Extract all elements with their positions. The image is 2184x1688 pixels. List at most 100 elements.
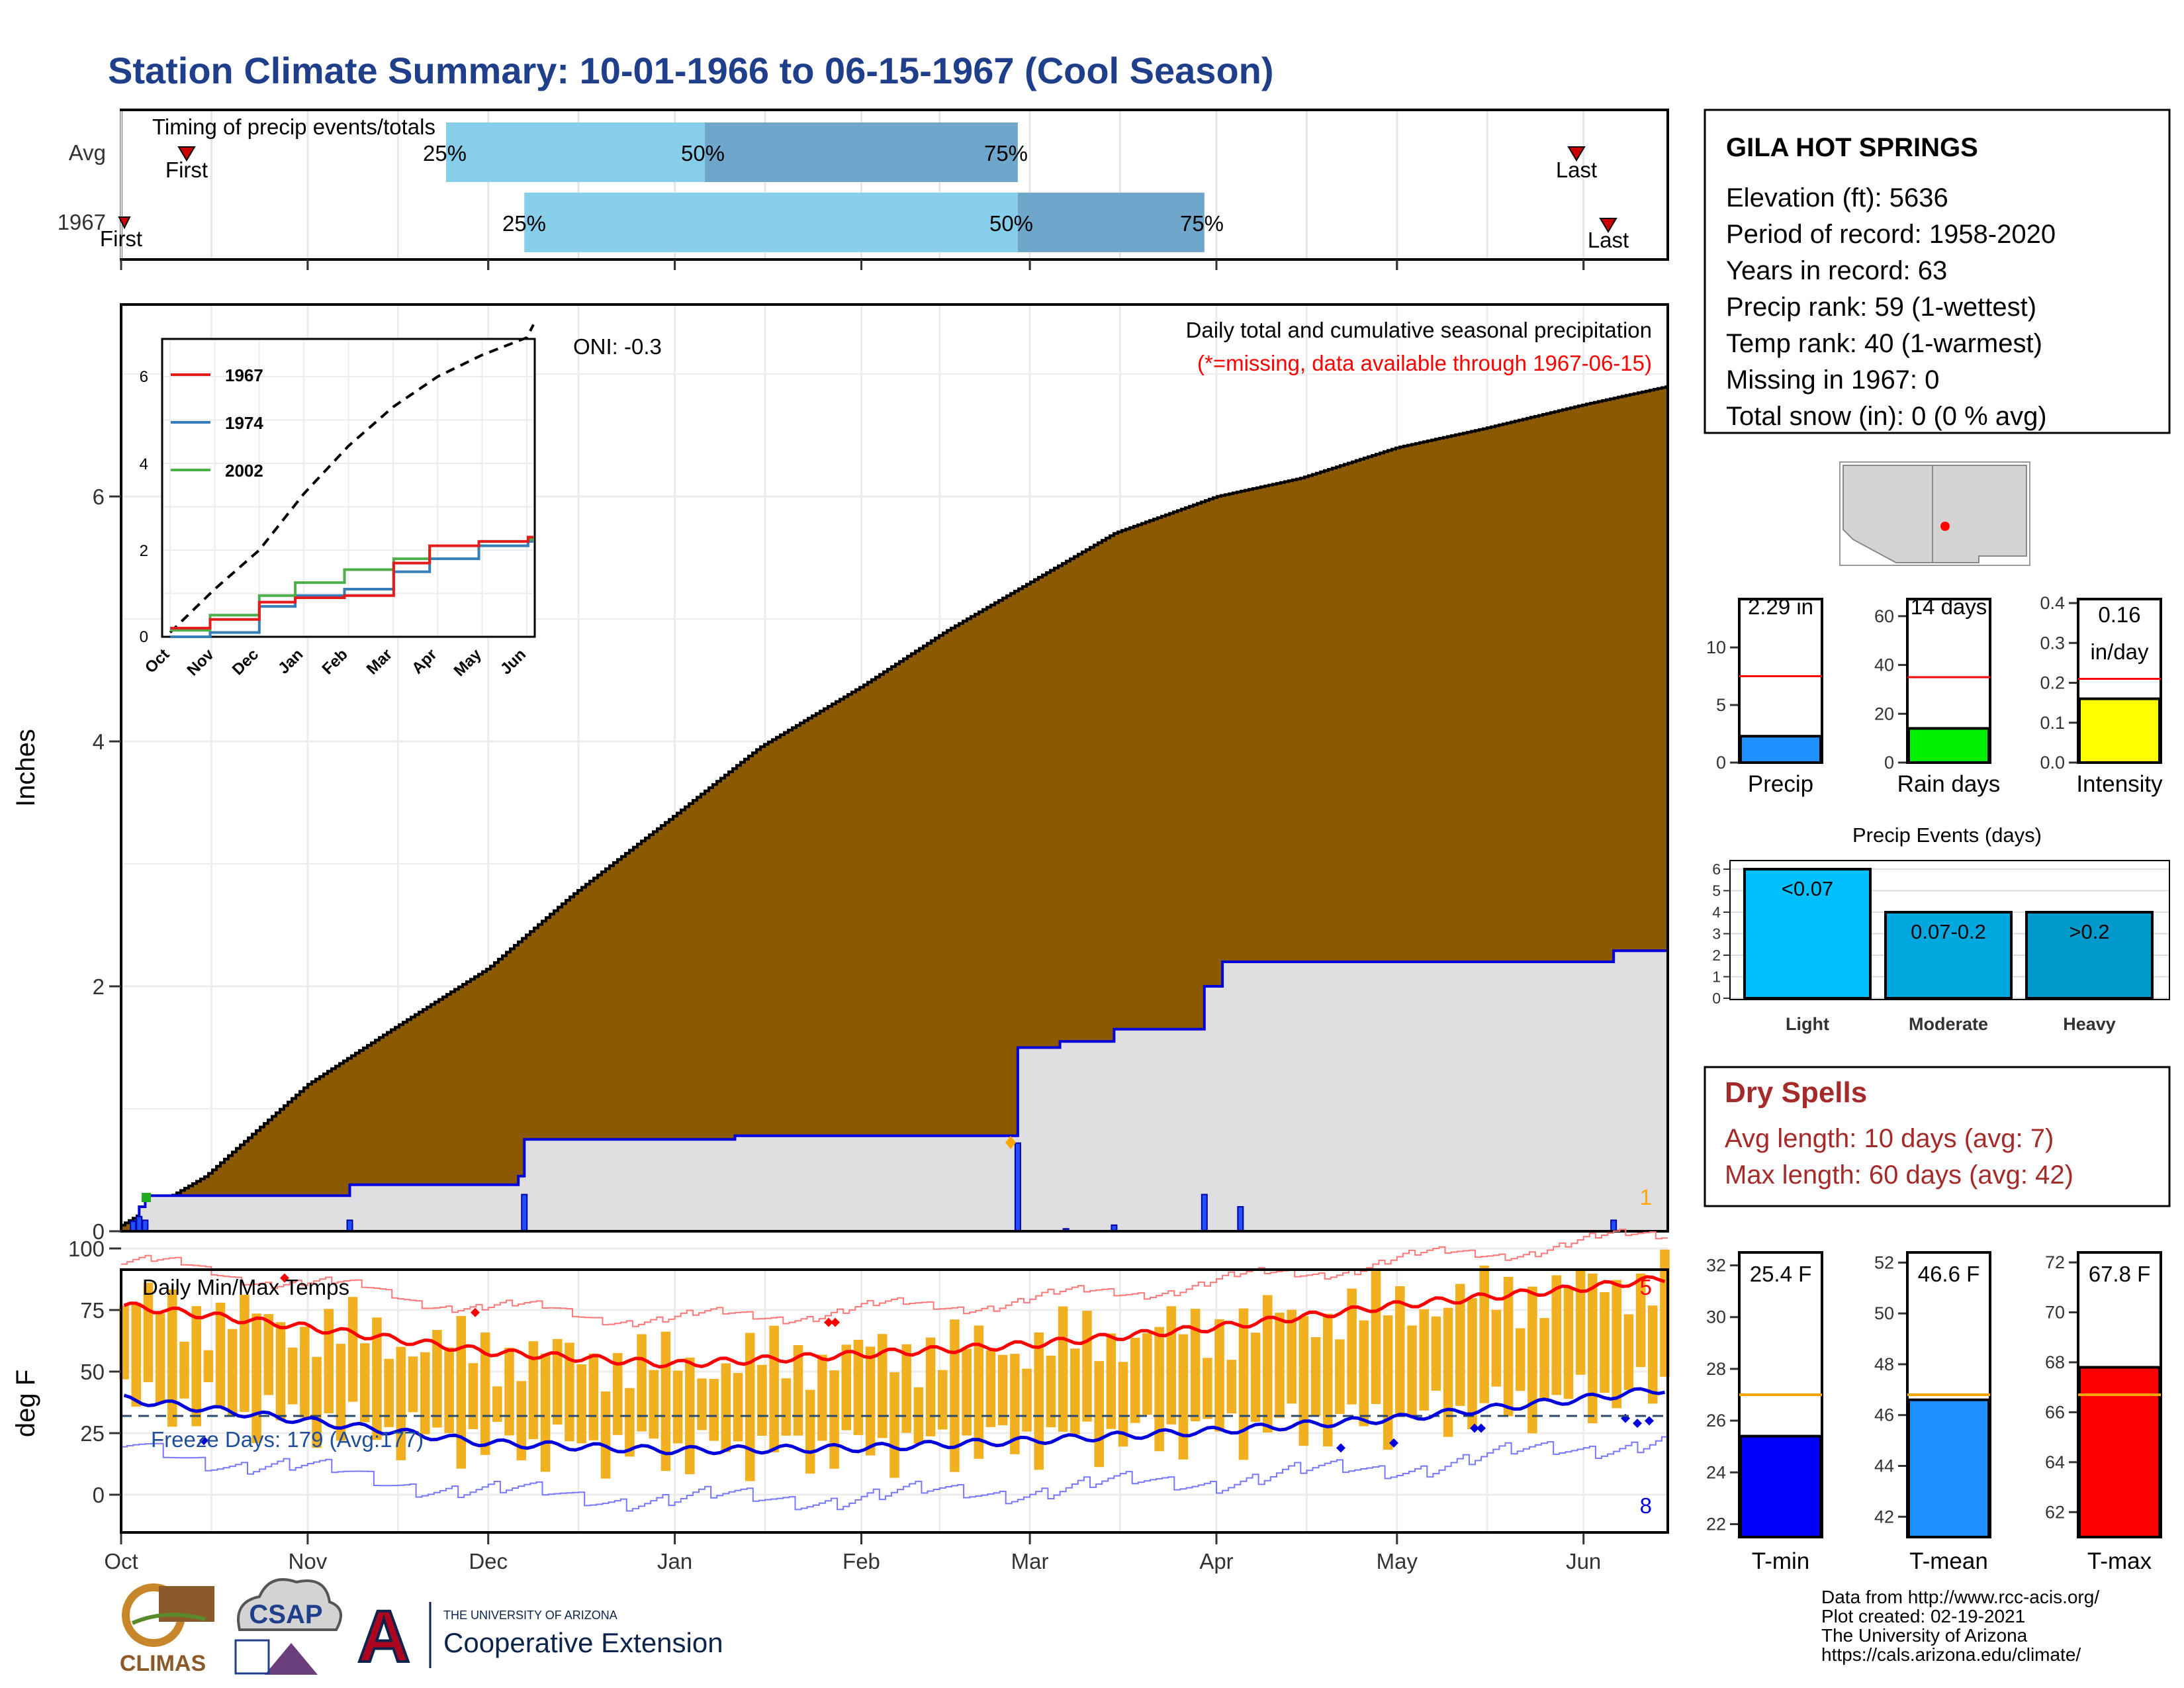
temp-bar-tick-label: 64 — [2045, 1452, 2065, 1472]
daily-temp-bar — [408, 1356, 418, 1413]
daily-precip-bar — [521, 1194, 528, 1232]
record-max-line — [121, 1229, 1668, 1327]
daily-temp-bar — [1022, 1368, 1032, 1432]
temp-bar-label: T-min — [1752, 1548, 1810, 1574]
daily-temp-bar — [468, 1363, 478, 1429]
event-bar-label: Heavy — [2063, 1014, 2116, 1034]
daily-temp-bar — [480, 1332, 490, 1455]
daily-temp-bar — [1419, 1309, 1429, 1411]
daily-temp-bar — [1647, 1305, 1658, 1404]
university-of-arizona-logo: A THE UNIVERSITY OF ARIZONA Cooperative … — [356, 1595, 723, 1679]
daily-temp-bar — [516, 1381, 526, 1461]
daily-precip-bar — [1237, 1206, 1244, 1232]
temp-bar-tick-label: 22 — [1706, 1514, 1726, 1534]
ua-small-text: THE UNIVERSITY OF ARIZONA — [443, 1609, 617, 1622]
1967-p50-label: 50% — [989, 211, 1033, 236]
daily-temp-bar — [300, 1327, 310, 1418]
daily-temp-bar — [793, 1344, 803, 1436]
daily-temp-bar — [1166, 1306, 1177, 1425]
event-bar-value: >0.2 — [2069, 920, 2109, 943]
precip-panel-note: (*=missing, data available through 1967-… — [1197, 351, 1652, 375]
events-title: Precip Events (days) — [1852, 823, 2042, 847]
event-bar-value: <0.07 — [1782, 877, 1833, 900]
events-tick-label: 2 — [1712, 947, 1721, 964]
mini-bar-tick-label: 0.4 — [2040, 593, 2065, 613]
record-low-marker — [199, 1436, 208, 1446]
daily-temp-bar — [1190, 1309, 1201, 1422]
daily-temp-bar — [456, 1316, 467, 1469]
daily-temp-bar — [1226, 1360, 1237, 1414]
daily-temp-bar — [1214, 1319, 1224, 1432]
mini-bar-tick-label: 40 — [1874, 655, 1894, 675]
daily-temp-bar — [649, 1370, 659, 1439]
temp-ytick-label: 100 — [68, 1237, 105, 1261]
daily-precip-bar — [136, 1215, 143, 1233]
inset-legend-2002: 2002 — [225, 461, 263, 481]
temp-bar-tick-label: 28 — [1706, 1359, 1726, 1379]
daily-precip-bar — [1610, 1219, 1617, 1232]
daily-temp-bar — [1635, 1273, 1646, 1368]
daily-precip-bar — [142, 1219, 149, 1232]
credit-university: The University of Arizona — [1821, 1625, 2028, 1646]
temp-bar-tick-label: 70 — [2045, 1303, 2065, 1323]
events-tick-label: 6 — [1712, 861, 1721, 878]
daily-temp-bar — [1298, 1316, 1309, 1446]
avg-first-label: First — [165, 158, 208, 182]
daily-temp-bar — [769, 1325, 779, 1452]
daily-temp-bar — [1106, 1333, 1116, 1429]
precip-ylabel: Inches — [11, 729, 40, 807]
temp-panel-title: Daily Min/Max Temps — [142, 1275, 349, 1299]
1967-last-label: Last — [1588, 228, 1629, 252]
daily-temp-bar — [1034, 1332, 1044, 1470]
mini-bar-value — [1907, 727, 1990, 764]
daily-temp-bar — [1455, 1284, 1465, 1406]
mini-bar-tick-label: 60 — [1874, 606, 1894, 626]
temp-bar-value-label: 25.4 F — [1750, 1262, 1812, 1286]
daily-temp-bar — [781, 1378, 792, 1436]
daily-temp-bar — [215, 1302, 226, 1408]
daily-temp-bar — [865, 1346, 876, 1456]
daily-temp-bar — [745, 1333, 755, 1481]
precip-stat-bars: 0 5 10 2.29 in Precip 0 20 40 60 14 days Rain days… — [1706, 593, 2163, 797]
temp-bar-value — [1739, 1434, 1822, 1538]
dry-spells-title: Dry Spells — [1725, 1076, 1867, 1109]
csap-logo-text: CSAP — [249, 1600, 322, 1629]
daily-temp-bar — [1142, 1333, 1152, 1415]
temp-bar-value-label: 67.8 F — [2089, 1262, 2151, 1286]
temp-bar-tick-label: 72 — [2045, 1252, 2065, 1272]
daily-temp-bar — [588, 1353, 599, 1440]
daily-temp-bar — [540, 1353, 551, 1472]
daily-temp-bar — [1395, 1286, 1405, 1414]
daily-temp-bar — [1082, 1311, 1092, 1422]
month-label: Nov — [289, 1549, 328, 1573]
station-name: GILA HOT SPRINGS — [1726, 133, 1978, 162]
mini-bar-tick-label: 10 — [1706, 637, 1726, 657]
month-label: Oct — [104, 1549, 138, 1573]
credit-data: Data from http://www.rcc-acis.org/ — [1821, 1587, 2099, 1607]
daily-precip-bar — [1201, 1194, 1208, 1232]
record-min-count: 8 — [1640, 1493, 1652, 1518]
daily-temp-bar — [950, 1319, 960, 1472]
daily-temp-bar — [372, 1317, 382, 1440]
precip-panel-title: Daily total and cumulative seasonal prec… — [1186, 318, 1652, 342]
month-label: Apr — [1199, 1549, 1233, 1573]
daily-temp-bar — [1347, 1288, 1357, 1405]
daily-temp-bar — [432, 1330, 442, 1428]
temp-bar-tick-label: 24 — [1706, 1462, 1726, 1482]
timing-row-1967: 1967 — [58, 210, 106, 234]
inset-ytick-2: 2 — [140, 542, 148, 560]
daily-temp-bar — [1046, 1355, 1056, 1428]
month-label: Jan — [657, 1549, 692, 1573]
daily-temp-bar — [1431, 1316, 1441, 1391]
temp-bar-value-label: 46.6 F — [1918, 1262, 1980, 1286]
precip-ytick-4: 4 — [93, 729, 105, 754]
precip-ytick-2: 2 — [93, 974, 105, 999]
daily-temp-bar — [1588, 1273, 1598, 1424]
precip-events-chart: Precip Events (days) 0 1 2 3 4 5 6 <0.07 Light 0… — [1712, 823, 2170, 1034]
daily-temp-bar — [1539, 1318, 1549, 1401]
daily-temp-bar — [1203, 1358, 1212, 1419]
daily-temp-bar — [444, 1347, 454, 1434]
event-bar-value: 0.07-0.2 — [1911, 920, 1986, 943]
avg-timing-bar-50-75 — [705, 122, 1018, 182]
